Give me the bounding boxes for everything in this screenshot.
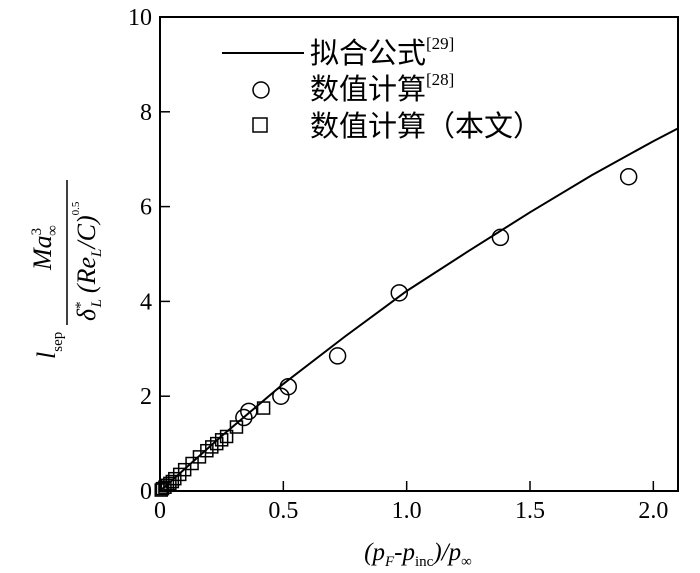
circle-marker xyxy=(279,377,298,396)
square-marker xyxy=(172,467,187,482)
square-marker xyxy=(155,481,170,496)
square-marker xyxy=(229,420,244,434)
square-marker xyxy=(165,474,180,489)
x-tick-label: 0.5 xyxy=(268,498,298,524)
legend-square-swatch xyxy=(252,117,268,133)
legend-label-numerical-present: 数值计算（本文） xyxy=(310,110,542,143)
y-tick-label: 8 xyxy=(140,100,152,126)
circle-marker xyxy=(240,402,258,421)
fit-line xyxy=(159,127,679,492)
square-marker xyxy=(214,433,229,447)
x-tick-label: 0 xyxy=(154,498,166,524)
y-tick-label: 4 xyxy=(140,289,152,315)
legend-label-numerical-ref: 数值计算 xyxy=(310,73,426,106)
circle-marker xyxy=(235,408,253,427)
y-label-denominator: δ*L(ReL/C)0.5 xyxy=(70,201,105,321)
circle-marker xyxy=(328,347,347,365)
y-label-numerator-left: lsep xyxy=(32,332,66,359)
x-tick-label: 1.0 xyxy=(392,498,422,524)
axis-ticks: 0 0.5 1.0 1.5 2.0 0 2 4 6 8 10 xyxy=(128,5,668,524)
square-marker xyxy=(209,436,224,451)
y-tick-label: 10 xyxy=(128,5,152,31)
square-marker xyxy=(200,443,214,458)
y-label-numerator-right: Ma3∞ xyxy=(28,225,61,271)
circle-marker xyxy=(491,228,510,247)
circle-marker xyxy=(390,284,409,302)
y-axis-label: lsep Ma3∞ δ*L(ReL/C)0.5 xyxy=(28,180,105,359)
x-tick-label: 1.5 xyxy=(515,498,545,524)
y-tick-label: 0 xyxy=(140,479,152,505)
legend-circle-swatch xyxy=(252,81,270,99)
legend-ref-fit: [29] xyxy=(426,34,454,53)
plot-frame xyxy=(159,16,679,492)
square-marker xyxy=(219,429,234,444)
square-marker xyxy=(256,401,271,415)
y-tick-label: 2 xyxy=(140,384,152,410)
y-tick-label: 6 xyxy=(140,195,152,221)
square-marker xyxy=(205,440,219,454)
square-marker xyxy=(168,471,182,486)
legend-label-fit: 拟合公式 xyxy=(310,37,426,70)
fit-line-series xyxy=(159,127,679,492)
circle-marker xyxy=(619,167,638,186)
markers xyxy=(154,167,638,497)
square-marker xyxy=(163,476,177,491)
legend-ref-numerical: [28] xyxy=(426,70,454,89)
x-axis-label: (pF-pinc)/p∞ xyxy=(364,539,472,570)
x-tick-label: 2.0 xyxy=(638,498,668,524)
legend: 拟合公式 [29] 数值计算 [28] 数值计算（本文） xyxy=(222,34,542,143)
